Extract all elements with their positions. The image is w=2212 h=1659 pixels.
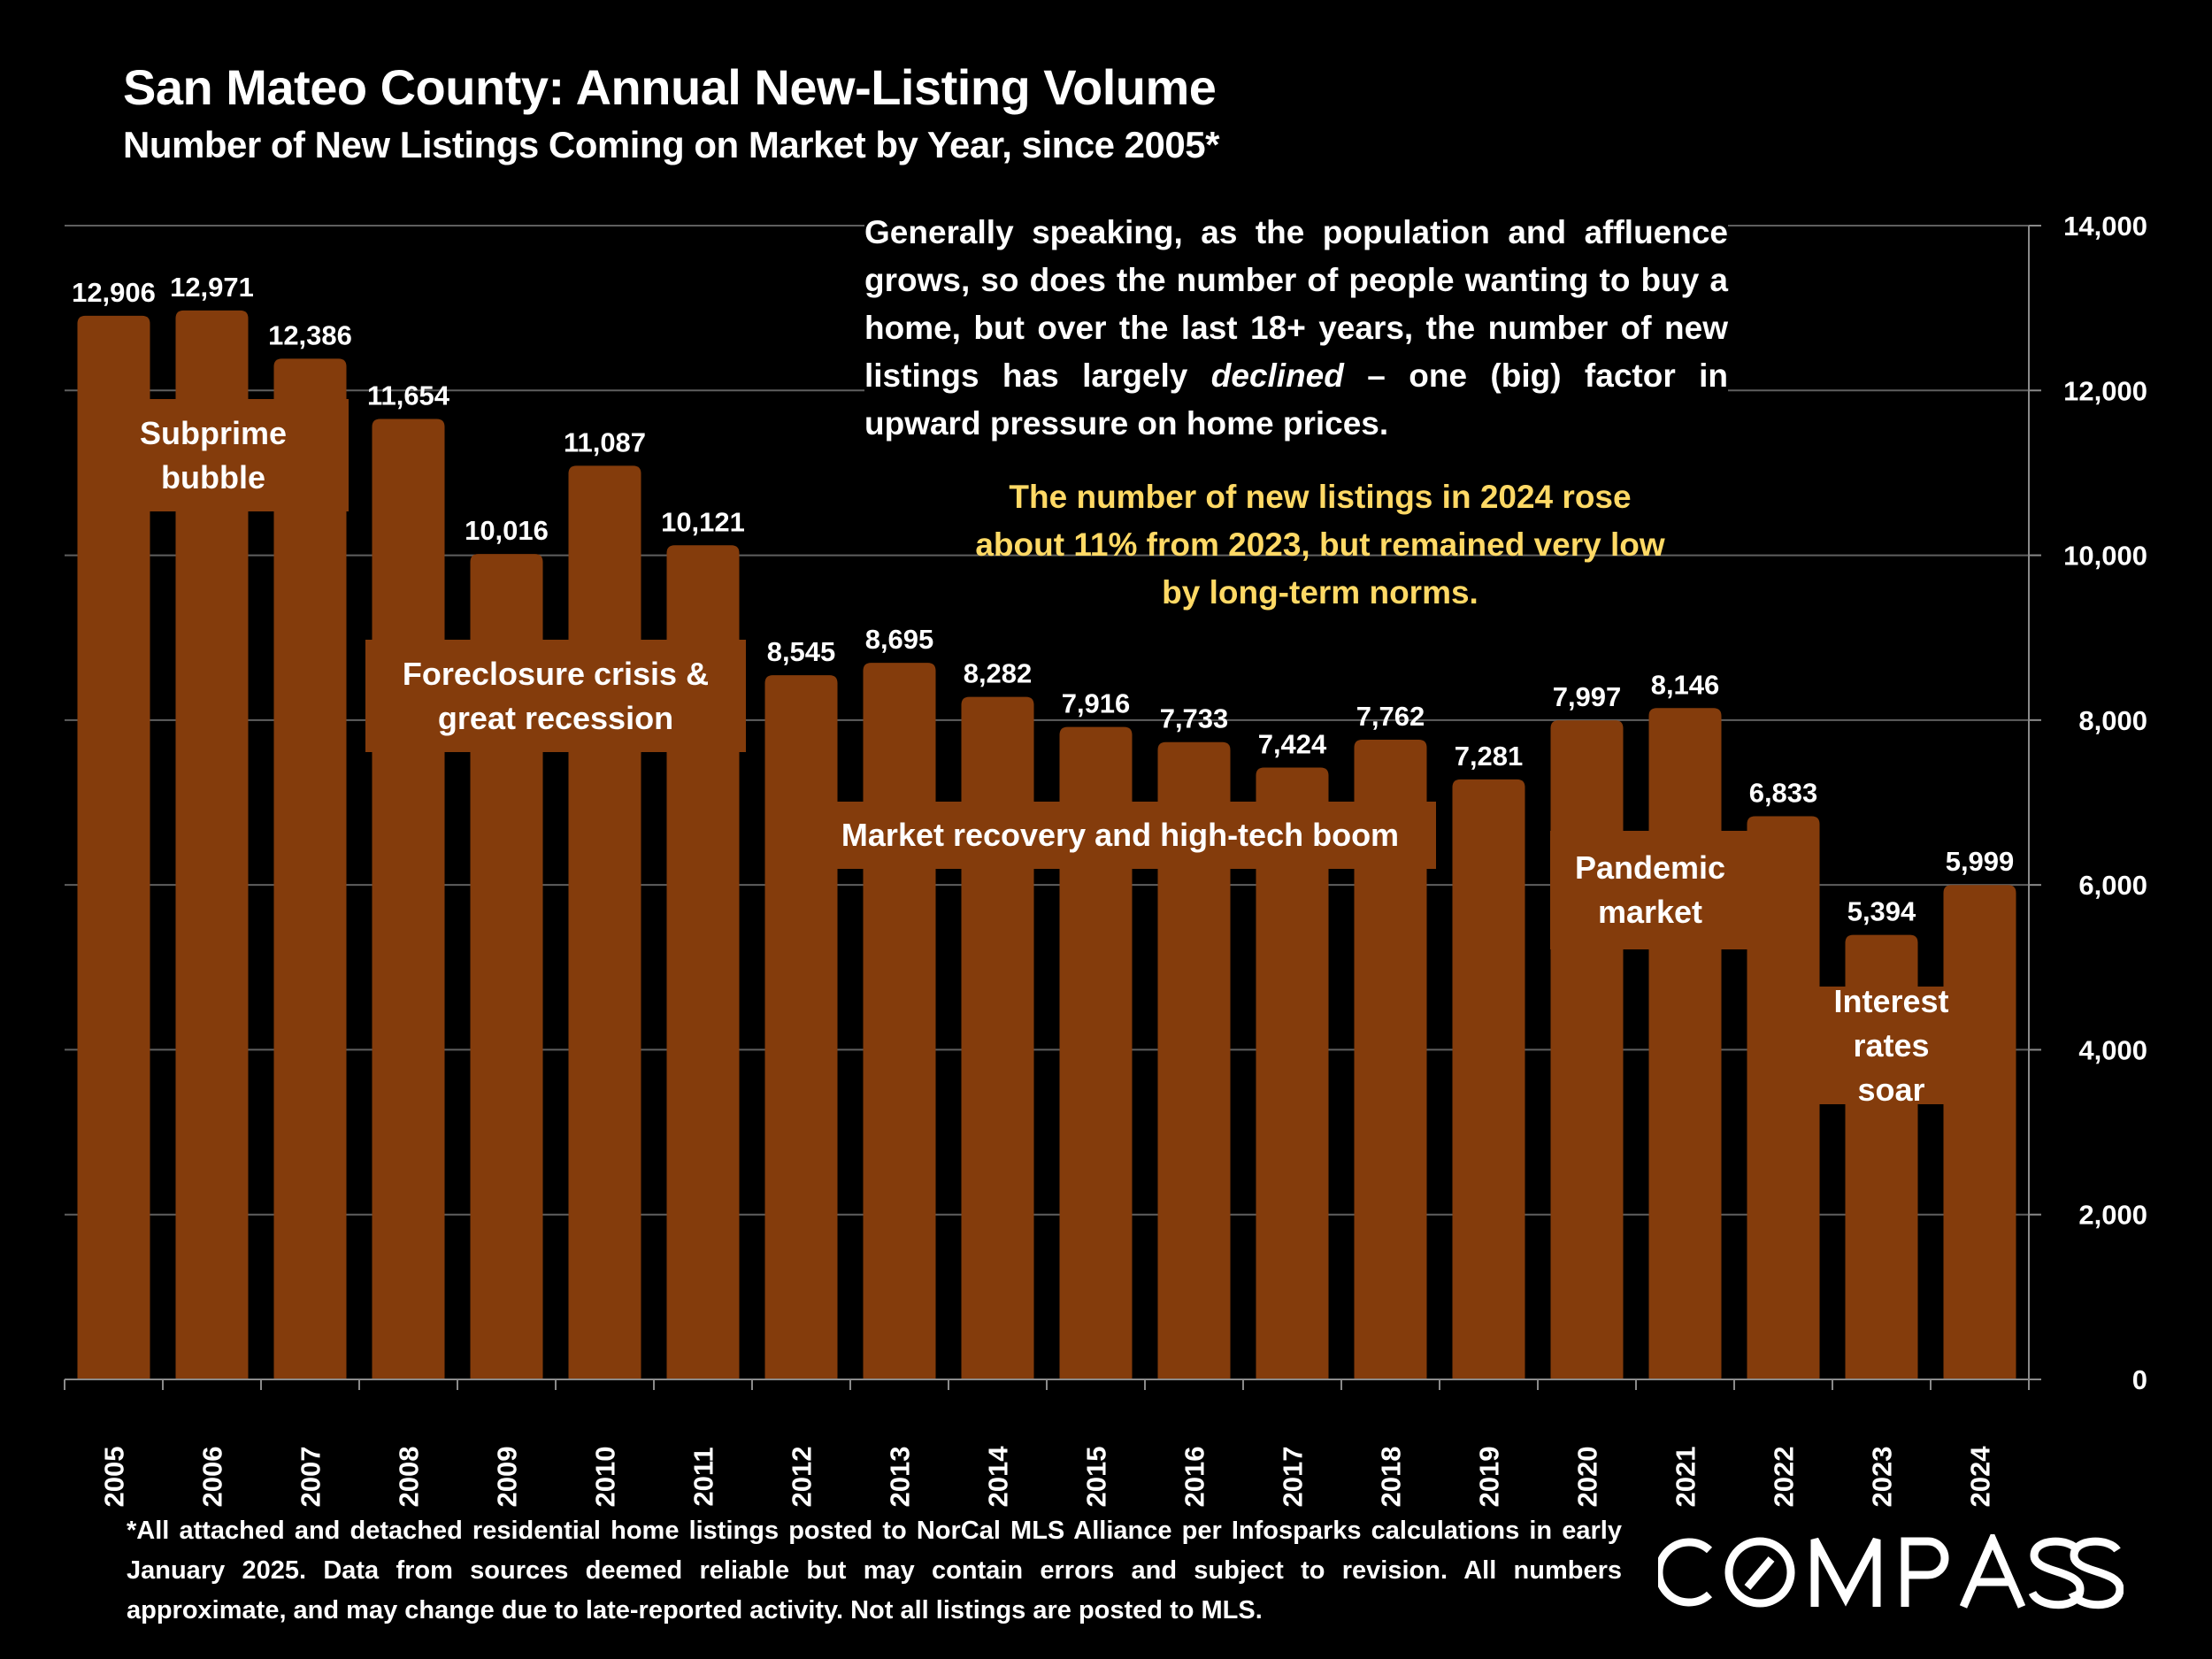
data-label: 10,121 [661,506,745,537]
x-tick-label: 2023 [1867,1447,1898,1508]
logo-letter-s2 [2068,1537,2124,1609]
annotation-pandemic-label: Pandemic market [1575,849,1726,930]
commentary-text-1: Generally speaking, as the population an… [864,214,1728,394]
bar-2007 [273,358,347,1380]
logo-letter-c [1658,1538,1713,1607]
logo-letter-p [1901,1537,1949,1607]
x-tick-label: 2020 [1572,1447,1603,1508]
annotation-pandemic-market: Pandemic market [1550,831,1750,949]
x-tick-label: 2018 [1376,1447,1407,1508]
y-tick-label: 4,000 [2078,1034,2147,1065]
footnote: *All attached and detached residential h… [127,1517,1622,1624]
data-label: 12,906 [72,277,156,308]
x-tick-label: 2006 [197,1447,228,1508]
highlight-callout: The number of new listings in 2024 rose … [975,479,1665,611]
x-tick-label: 2013 [885,1447,916,1508]
annotation-recovery-label: Market recovery and high-tech boom [841,817,1400,853]
commentary-paragraph: Generally speaking, as the population an… [864,209,1728,448]
data-label: 7,762 [1356,701,1425,732]
data-label: 12,386 [268,319,352,350]
compass-logo [1658,1534,2124,1609]
y-tick-label: 6,000 [2078,870,2147,901]
data-label: 8,545 [767,636,836,667]
y-tick-label: 14,000 [2063,211,2147,242]
annotation-interest-rates: Interest rates soar [1819,983,1963,1108]
x-tick-label: 2024 [1965,1446,1996,1508]
annotation-foreclosure-crisis: Foreclosure crisis & great recession [365,640,746,752]
bar-2022 [1747,816,1820,1379]
data-label: 5,394 [1847,896,1916,927]
data-label: 5,999 [1946,846,2015,877]
chart-subtitle: Number of New Listings Coming on Market … [123,124,1219,165]
bar-2005 [77,315,150,1379]
x-tick-label: 2008 [394,1447,425,1508]
x-tick-label: 2011 [688,1447,719,1506]
bar-2006 [175,310,249,1379]
compass-needle-icon [1744,1556,1775,1590]
bar-2008 [372,419,445,1379]
bar-2024 [1943,885,2016,1379]
x-tick-label: 2019 [1474,1447,1505,1508]
data-label: 11,654 [367,380,450,411]
data-label: 11,087 [564,426,646,457]
bar-2019 [1452,779,1525,1379]
x-tick-label: 2021 [1671,1447,1701,1508]
x-tick-label: 2015 [1081,1447,1112,1508]
x-tick-label: 2022 [1769,1447,1800,1508]
data-label: 8,282 [964,658,1033,689]
bar-2014 [961,696,1034,1379]
bar-2021 [1648,708,1722,1379]
logo-letter-m [1810,1537,1881,1607]
axes: 0 2,000 4,000 6,000 8,000 10,000 12,000 14,000 2… [64,211,2147,1508]
bar-2020 [1550,720,1624,1379]
annotation-foreclosure-label: Foreclosure crisis & great recession [402,655,710,736]
commentary-emphasis: declined [1210,357,1344,394]
x-tick-label: 2014 [983,1446,1014,1508]
data-label: 6,833 [1749,778,1818,809]
data-label: 7,424 [1258,729,1327,760]
data-label: 7,997 [1553,681,1622,712]
bar-2018 [1354,740,1427,1379]
x-tick-label: 2016 [1179,1447,1210,1508]
x-tick-label: 2012 [787,1447,818,1508]
x-tick-label: 2007 [296,1447,326,1508]
bar-2016 [1157,741,1231,1379]
annotation-subprime-label: Subprime bubble [139,414,288,495]
data-label: 7,916 [1062,688,1131,719]
bar-2010 [568,465,641,1379]
annotation-interest-label: Interest rates soar [1833,982,1949,1108]
data-label: 8,695 [865,624,934,655]
data-labels: 12,906 12,971 12,386 11,654 10,016 11,087 10,1… [72,272,2014,927]
y-tick-label: 12,000 [2063,375,2147,406]
y-tick-label: 2,000 [2078,1200,2147,1231]
bar-2013 [863,663,936,1379]
logo-letter-s1 [2028,1537,2085,1609]
data-label: 7,733 [1160,703,1229,734]
commentary-text-2: – one (big) factor in upward pressure on… [864,357,1729,442]
y-tick-label: 8,000 [2078,705,2147,736]
chart-title: San Mateo County: Annual New-Listing Vol… [123,59,1217,115]
x-tick-label: 2005 [99,1447,130,1508]
annotation-market-recovery: Market recovery and high-tech boom [804,802,1436,869]
x-tick-label: 2010 [590,1447,621,1508]
y-tick-label: 10,000 [2063,541,2147,572]
data-label: 8,146 [1651,669,1720,700]
logo-letter-a [1959,1534,2026,1609]
data-label: 12,971 [170,272,254,303]
bar-2012 [764,675,838,1379]
bar-2017 [1256,767,1329,1379]
x-tick-label: 2017 [1278,1447,1309,1508]
y-tick-label: 0 [2132,1364,2147,1395]
data-label: 10,016 [465,515,549,546]
x-tick-label: 2009 [492,1447,523,1508]
bar-2011 [666,545,740,1379]
annotation-subprime-bubble: Subprime bubble [78,399,349,511]
bar-2009 [470,554,543,1379]
logo-letter-o [1724,1537,1795,1608]
data-label: 7,281 [1455,741,1524,772]
bar-2015 [1059,726,1133,1379]
